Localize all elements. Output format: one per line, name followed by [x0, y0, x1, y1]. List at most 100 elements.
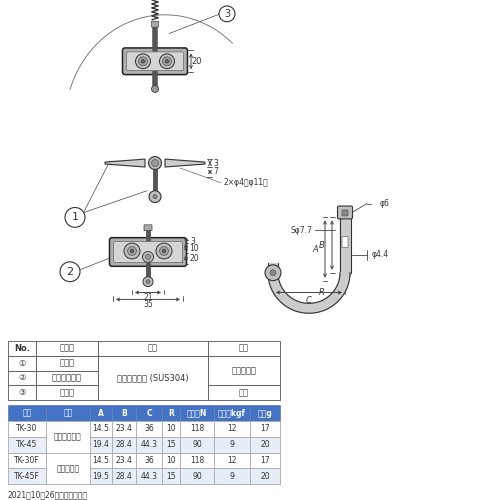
- Text: 3: 3: [190, 237, 196, 246]
- Polygon shape: [268, 272, 350, 313]
- Bar: [136, 421, 162, 437]
- Bar: [250, 405, 280, 421]
- Text: 21: 21: [144, 293, 153, 302]
- Text: 14.5: 14.5: [92, 456, 110, 465]
- Text: TK-45: TK-45: [16, 440, 38, 449]
- Bar: [180, 405, 214, 421]
- Circle shape: [124, 243, 140, 259]
- Bar: [8, 386, 36, 400]
- Circle shape: [165, 60, 169, 63]
- FancyBboxPatch shape: [152, 21, 158, 27]
- Text: 90: 90: [192, 440, 202, 449]
- Circle shape: [270, 270, 276, 276]
- FancyBboxPatch shape: [342, 210, 348, 216]
- Text: 10: 10: [166, 456, 176, 465]
- Circle shape: [265, 265, 281, 280]
- Circle shape: [138, 57, 147, 66]
- Bar: [208, 386, 280, 400]
- Bar: [162, 421, 180, 437]
- Circle shape: [162, 57, 172, 66]
- Circle shape: [60, 262, 80, 281]
- Text: 耐荷重N: 耐荷重N: [187, 408, 207, 418]
- Bar: [8, 437, 46, 452]
- Circle shape: [130, 249, 134, 253]
- Circle shape: [160, 246, 168, 256]
- Bar: [180, 437, 214, 452]
- Text: 14.5: 14.5: [92, 424, 110, 434]
- Circle shape: [128, 246, 136, 256]
- Bar: [8, 468, 46, 484]
- Bar: [36, 386, 98, 400]
- Text: 線ばね: 線ばね: [60, 388, 74, 398]
- Text: 20: 20: [260, 440, 270, 449]
- Bar: [162, 468, 180, 484]
- Text: 12: 12: [227, 424, 237, 434]
- Bar: [90, 437, 112, 452]
- Text: 20: 20: [260, 472, 270, 481]
- Text: 118: 118: [190, 424, 204, 434]
- Text: B: B: [320, 240, 325, 250]
- Polygon shape: [105, 159, 145, 167]
- Bar: [208, 341, 280, 355]
- Text: 耐荷重kgf: 耐荷重kgf: [218, 408, 246, 418]
- Text: 28.4: 28.4: [116, 440, 132, 449]
- Polygon shape: [268, 263, 278, 272]
- Text: 2: 2: [66, 266, 73, 276]
- Text: ②: ②: [18, 374, 26, 382]
- Circle shape: [219, 6, 235, 22]
- Circle shape: [65, 208, 85, 228]
- FancyBboxPatch shape: [110, 238, 186, 266]
- Bar: [112, 452, 136, 468]
- Bar: [8, 452, 46, 468]
- Text: 90: 90: [192, 472, 202, 481]
- Bar: [214, 452, 250, 468]
- Text: Sφ7.7: Sφ7.7: [290, 226, 312, 234]
- Text: 15: 15: [166, 472, 176, 481]
- Circle shape: [146, 254, 150, 260]
- Text: 20: 20: [189, 254, 199, 263]
- Circle shape: [142, 252, 154, 262]
- Text: フックアーム: フックアーム: [52, 374, 82, 382]
- Bar: [46, 421, 90, 452]
- Bar: [180, 421, 214, 437]
- Text: 材料: 材料: [148, 344, 158, 353]
- FancyBboxPatch shape: [338, 206, 352, 219]
- Text: 17: 17: [260, 424, 270, 434]
- Bar: [90, 468, 112, 484]
- Bar: [136, 437, 162, 452]
- Bar: [90, 405, 112, 421]
- Text: 15: 15: [166, 440, 176, 449]
- Text: 2021年10月26日の情報です。: 2021年10月26日の情報です。: [8, 490, 88, 499]
- Bar: [214, 468, 250, 484]
- Text: 取付座: 取付座: [60, 358, 74, 368]
- Text: 36: 36: [144, 456, 154, 465]
- Text: 20: 20: [192, 57, 202, 66]
- Circle shape: [141, 60, 145, 63]
- Text: 9: 9: [230, 440, 234, 449]
- Text: 抗抗機能なし: 抗抗機能なし: [54, 432, 82, 442]
- Bar: [46, 452, 90, 484]
- Text: 12: 12: [227, 456, 237, 465]
- Text: A: A: [177, 256, 183, 266]
- Bar: [90, 421, 112, 437]
- Text: 仕様: 仕様: [64, 408, 72, 418]
- Bar: [8, 356, 36, 370]
- Circle shape: [162, 249, 166, 253]
- Text: 17: 17: [260, 456, 270, 465]
- Text: バレル研岐: バレル研岐: [232, 366, 256, 375]
- Bar: [250, 437, 280, 452]
- Text: 23.4: 23.4: [116, 456, 132, 465]
- Text: R: R: [319, 288, 325, 297]
- Bar: [136, 468, 162, 484]
- Text: 118: 118: [190, 456, 204, 465]
- Bar: [136, 452, 162, 468]
- Text: 36: 36: [144, 424, 154, 434]
- FancyBboxPatch shape: [144, 225, 152, 230]
- Text: 7: 7: [214, 168, 218, 176]
- Bar: [98, 341, 208, 355]
- Text: ステンレス鉱 (SUS304): ステンレス鉱 (SUS304): [117, 374, 189, 382]
- FancyBboxPatch shape: [342, 236, 348, 248]
- Bar: [214, 421, 250, 437]
- Text: C: C: [146, 408, 152, 418]
- Text: 抗抗機能付: 抗抗機能付: [56, 464, 80, 473]
